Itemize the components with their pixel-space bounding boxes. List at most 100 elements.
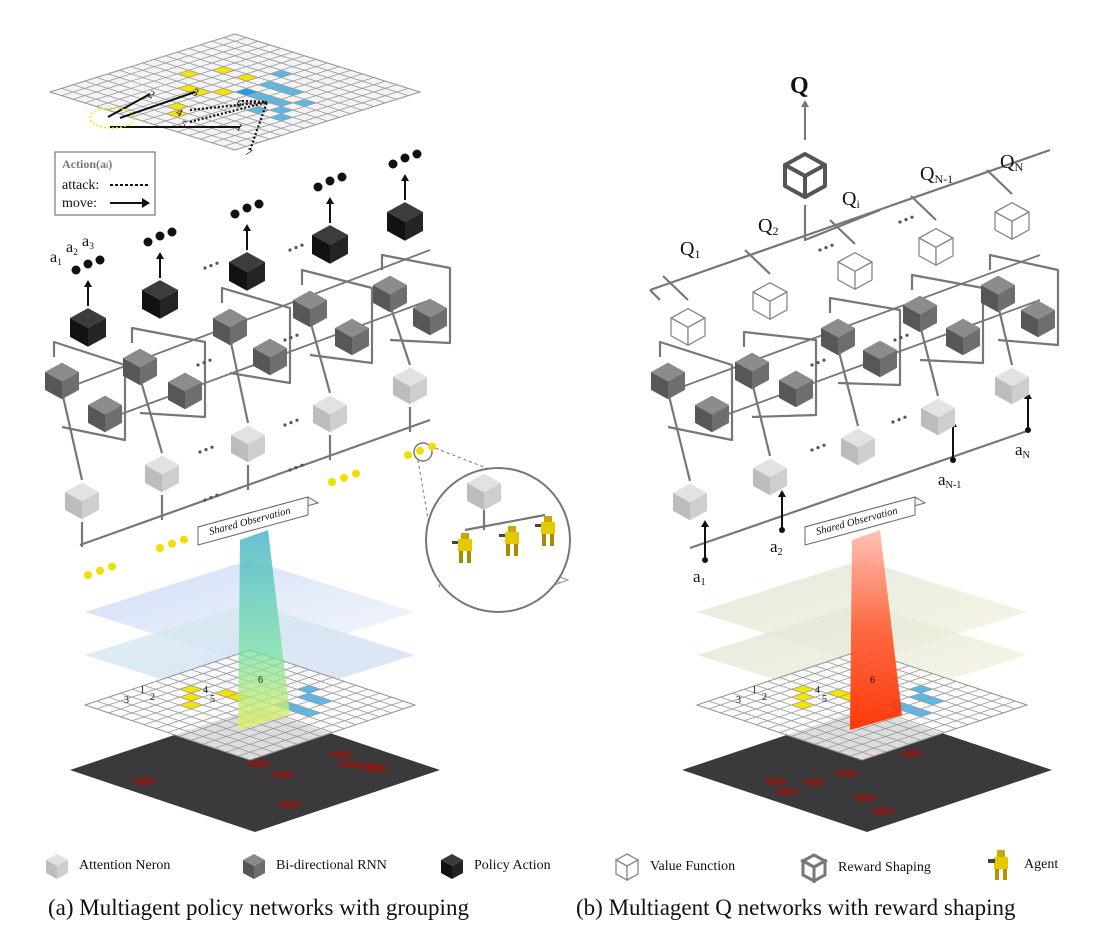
architecture-diagram: 12 34567Action(ai)attack:move:1 12 23 34 45 56…: [0, 0, 1104, 850]
blood-splatter: [834, 769, 858, 777]
ellipsis-dot: [899, 336, 902, 339]
ellipsis-dot: [203, 498, 206, 501]
legend-label: Reward Shaping: [838, 860, 931, 876]
blood-splatter: [853, 794, 877, 802]
blood-splatter: [764, 777, 788, 785]
label: 7: [243, 146, 254, 159]
ellipsis-dot: [294, 466, 297, 469]
legend: Attention Neron Bi-directional RNN Polic…: [0, 852, 1104, 888]
action-input-arrow-head: [778, 490, 786, 497]
bidirectional-rnn-cube: [168, 373, 202, 410]
group-dot: [404, 451, 412, 459]
label-base: a: [66, 239, 73, 256]
robot-body: [458, 539, 472, 551]
group-dot: [180, 536, 188, 544]
robot-leg: [459, 551, 463, 563]
value-function-cube: [838, 253, 872, 290]
bidirectional-rnn-cube: [863, 341, 897, 378]
agent-robot-icon: [988, 848, 1014, 882]
label-base: a: [50, 249, 57, 266]
group-dot: [428, 443, 436, 451]
blood-splatter: [338, 760, 362, 768]
ellipsis-dot: [822, 359, 825, 362]
legend-label: Policy Action: [474, 858, 551, 874]
action-input-label: aN-1: [938, 470, 961, 491]
attention-neuron-cube: [231, 426, 265, 463]
robot-gun: [499, 534, 505, 537]
q-link: [987, 170, 1012, 194]
attention-neuron-cube: [313, 396, 347, 433]
ellipsis-dot: [198, 450, 201, 453]
legend-attention-neuron: Attention Neron: [45, 852, 170, 880]
robot-gun: [452, 541, 458, 544]
action-input-label: aN: [1015, 440, 1031, 461]
att-to-rnn: [140, 378, 162, 453]
value-function-icon: [614, 852, 640, 882]
output-dot: [401, 154, 410, 163]
policy-output-arrow-head: [84, 280, 92, 287]
ellipsis-dot: [897, 418, 900, 421]
output-dot: [72, 266, 81, 275]
policy-action-cube: [229, 252, 265, 291]
caption-a: (a) Multiagent policy networks with grou…: [48, 895, 469, 921]
output-dot: [243, 204, 252, 213]
bidirectional-rnn-cube: [123, 349, 157, 386]
group-dot: [108, 563, 116, 571]
label: Q: [790, 73, 809, 99]
output-dot: [144, 238, 153, 247]
ellipsis-dot: [215, 262, 218, 265]
ellipsis-dot: [294, 246, 297, 249]
robot-gun: [535, 524, 541, 527]
output-dot: [314, 183, 323, 192]
label: 1: [752, 685, 757, 696]
ellipsis-dot: [288, 248, 291, 251]
blood-splatter: [278, 800, 302, 808]
att-to-rnn: [668, 392, 690, 481]
bidirectional-rnn-cube: [695, 396, 729, 433]
action-input-arrow-head: [701, 520, 709, 527]
group-dot: [168, 540, 176, 548]
legend-agent: Agent: [988, 848, 1058, 882]
label-sub: 2: [73, 247, 78, 258]
policy-action-cube: [312, 225, 348, 264]
output-dot: [255, 200, 264, 209]
title-part: ): [108, 157, 112, 171]
ellipsis-dot: [810, 363, 813, 366]
label: 4: [203, 685, 208, 696]
robot-leg: [542, 534, 546, 546]
action-input-dot: [779, 527, 785, 533]
ellipsis-dot: [300, 244, 303, 247]
ellipsis-dot: [904, 218, 907, 221]
label-sub: N: [1014, 160, 1023, 174]
label: 3: [736, 695, 741, 706]
robot-head: [508, 526, 516, 532]
bidirectional-rnn-cube: [779, 371, 813, 408]
att-to-rnn: [752, 382, 770, 456]
robot-head: [461, 533, 469, 539]
blood-splatter: [871, 807, 895, 815]
group-dot: [328, 478, 336, 486]
value-function-cube: [995, 203, 1029, 240]
policy-output-arrow-head: [401, 174, 409, 181]
output-dot: [231, 210, 240, 219]
ellipsis-dot: [898, 220, 901, 223]
q-link: [911, 196, 936, 220]
ellipsis-dot: [810, 448, 813, 451]
attention-neuron-icon: [45, 852, 69, 880]
value-function-cube: [919, 229, 953, 266]
legend-bidirectional-rnn: Bi-directional RNN: [242, 852, 387, 880]
policy-output-arrow-head: [156, 252, 164, 259]
label: 6: [870, 675, 875, 686]
action-input-dot: [1025, 427, 1031, 433]
label-base: Q: [680, 238, 695, 260]
action-box-title: Action(ai): [62, 157, 112, 171]
q-label: Qi: [842, 188, 860, 211]
q-link: [745, 250, 770, 274]
group-dot: [96, 567, 104, 575]
bidirectional-rnn-cube: [373, 276, 407, 313]
robot-body: [505, 532, 519, 544]
policy-output-arrow-head: [243, 224, 251, 231]
q-link: [663, 276, 688, 300]
bidirectional-rnn-cube: [293, 291, 327, 328]
action-input-label: a1: [693, 567, 706, 588]
